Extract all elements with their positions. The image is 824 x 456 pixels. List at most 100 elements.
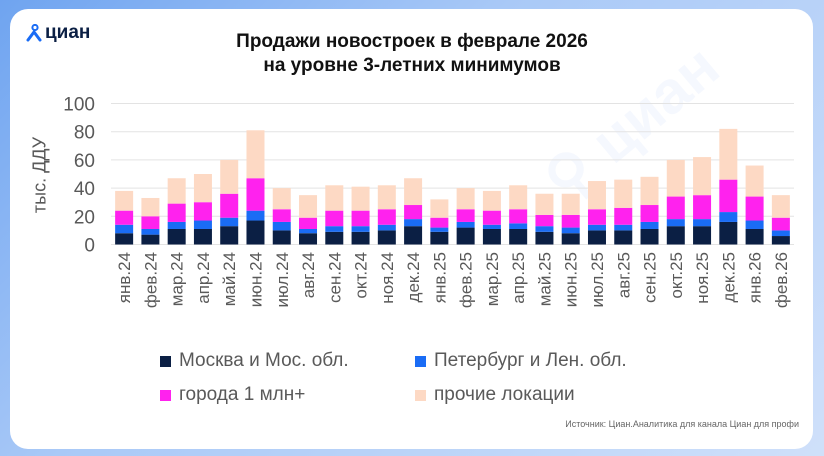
bar-segment xyxy=(509,209,528,224)
bar-segment xyxy=(482,228,501,245)
bar-segment xyxy=(325,231,344,245)
y-tick-label: 60 xyxy=(74,151,95,172)
bar-segment xyxy=(404,219,423,227)
bar-segment xyxy=(456,188,475,210)
bar-segment xyxy=(535,214,554,227)
bar-segment xyxy=(167,203,186,222)
y-tick-label: 40 xyxy=(74,179,95,200)
bar-segment xyxy=(115,190,134,211)
bar-segment xyxy=(693,226,712,245)
bar-segment xyxy=(509,185,528,210)
bar-segment xyxy=(535,231,554,245)
bar-segment xyxy=(719,128,738,180)
bar-segment xyxy=(193,220,212,229)
logo-text: циан xyxy=(45,22,91,43)
bar-segment xyxy=(351,186,370,211)
bar-segment xyxy=(771,217,790,231)
bar-segment xyxy=(430,227,449,232)
bar-segment xyxy=(404,178,423,206)
bar-segment xyxy=(614,179,633,208)
cian-pin-icon xyxy=(26,24,42,42)
x-tick-label: янв.25 xyxy=(430,252,449,303)
x-tick-label: сен.25 xyxy=(641,252,660,303)
bar-segment xyxy=(167,178,186,204)
x-tick-label: май.24 xyxy=(220,252,239,306)
bar-segment xyxy=(325,210,344,227)
bar-segment xyxy=(299,228,318,234)
x-tick-label: май.25 xyxy=(535,252,554,306)
bar-segment xyxy=(561,214,580,228)
x-tick-label: сен.24 xyxy=(325,252,344,303)
bar-segment xyxy=(666,159,685,197)
bar-segment xyxy=(377,224,396,231)
bar-segment xyxy=(693,157,712,196)
y-tick-label: 80 xyxy=(74,123,95,144)
bar-segment xyxy=(771,236,790,245)
x-tick-label: янв.24 xyxy=(115,252,134,303)
x-tick-label: июл.24 xyxy=(273,252,292,307)
bar-segment xyxy=(377,209,396,225)
x-tick-label: авг.25 xyxy=(614,252,633,298)
bar-segment xyxy=(141,216,160,229)
bar-segment xyxy=(614,224,633,231)
legend-swatch xyxy=(415,355,426,367)
x-tick-label: июл.25 xyxy=(588,252,607,307)
bar-segment xyxy=(220,193,239,218)
legend-swatch xyxy=(160,389,171,401)
bar-segment xyxy=(115,224,134,234)
legend-label: прочие локации xyxy=(434,384,575,405)
bar-segment xyxy=(745,228,764,245)
bar-segment xyxy=(377,230,396,245)
bar-segment xyxy=(561,227,580,234)
bar-segment xyxy=(640,205,659,222)
bar-segment xyxy=(456,209,475,222)
bar-segment xyxy=(351,231,370,245)
x-tick-label: фев.24 xyxy=(141,252,160,308)
bar-segment xyxy=(745,165,764,197)
bar-segment xyxy=(456,227,475,245)
bar-segment xyxy=(666,226,685,245)
bar-segment xyxy=(771,195,790,218)
bar-segment xyxy=(561,233,580,245)
x-tick-label: окт.24 xyxy=(352,252,371,299)
bar-segment xyxy=(482,210,501,225)
bar-segment xyxy=(272,188,291,210)
bar-segment xyxy=(272,221,291,231)
bar-segment xyxy=(430,199,449,218)
bar-segment xyxy=(693,195,712,220)
bar-segment xyxy=(771,230,790,237)
bar-segment xyxy=(220,226,239,245)
bar-segment xyxy=(299,195,318,218)
bar-segment xyxy=(351,226,370,232)
bar-segment xyxy=(666,196,685,220)
bar-segment xyxy=(509,228,528,245)
bar-segment xyxy=(745,196,764,221)
bar-segment xyxy=(430,217,449,228)
bar-segment xyxy=(561,193,580,215)
bar-segment xyxy=(246,210,265,221)
x-tick-label: ноя.25 xyxy=(693,252,712,304)
x-tick-label: апр.24 xyxy=(194,252,213,304)
x-tick-label: дек.25 xyxy=(719,252,738,302)
x-tick-label: ноя.24 xyxy=(378,252,397,304)
bar-segment xyxy=(167,221,186,229)
bar-segment xyxy=(745,220,764,229)
legend-swatch xyxy=(160,355,171,367)
bar-segment xyxy=(404,226,423,245)
bar-segment xyxy=(299,217,318,229)
x-tick-label: апр.25 xyxy=(509,252,528,304)
y-tick-label: 0 xyxy=(84,236,95,257)
bar-segment xyxy=(220,217,239,227)
bar-segment xyxy=(246,178,265,211)
bar-segment xyxy=(141,234,160,245)
bar-segment xyxy=(666,219,685,227)
legend-label: города 1 млн+ xyxy=(179,384,306,405)
bar-segment xyxy=(693,219,712,227)
bar-segment xyxy=(719,212,738,222)
bar-segment xyxy=(535,193,554,215)
title-line-1: Продажи новостроек в феврале 2026 xyxy=(236,31,588,52)
x-tick-label: дек.24 xyxy=(404,252,423,302)
legend-swatch xyxy=(415,389,426,401)
bar-segment xyxy=(193,202,212,221)
